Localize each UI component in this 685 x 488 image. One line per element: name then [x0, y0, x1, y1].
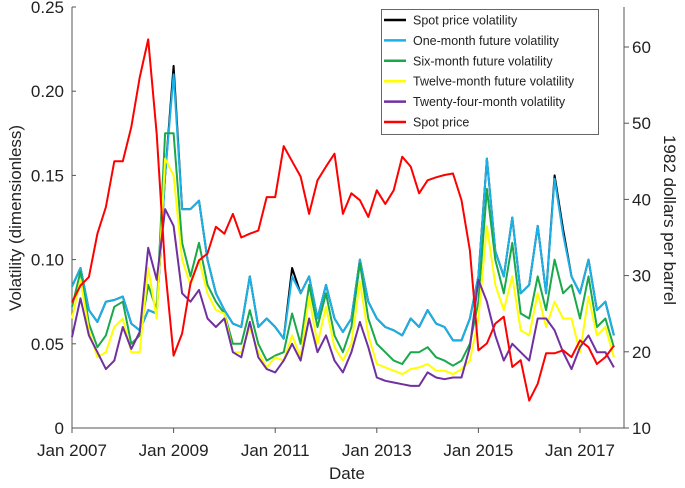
legend-label: Spot price: [413, 116, 469, 130]
y-right-tick-label: 20: [632, 343, 651, 362]
y-tick-label: 0.20: [31, 82, 64, 101]
y-tick-label: 0.25: [31, 0, 64, 17]
y-tick-label: 0.05: [31, 335, 64, 354]
series-lines: [71, 38, 615, 402]
legend-label: Spot price volatility: [413, 14, 518, 28]
x-tick-label: Jan 2009: [139, 441, 209, 460]
y-axis-label: Volatility (dimensionless): [6, 125, 25, 311]
x-tick-label: Jan 2011: [241, 441, 310, 460]
series-line-5: [71, 38, 615, 402]
y-axis-label-right: 1982 dollars per barrel: [660, 135, 679, 305]
legend-box: [381, 9, 599, 135]
series-line-2: [71, 132, 615, 367]
legend: Spot price volatility One-month future vo…: [381, 9, 599, 135]
y-right-tick-label: 60: [632, 38, 651, 57]
y-tick-label: 0.15: [31, 166, 64, 185]
y-right-tick-label: 50: [632, 114, 651, 133]
y-right-tick-label: 40: [632, 190, 651, 209]
x-axis-label: Date: [329, 464, 365, 483]
legend-label: One-month future volatility: [413, 34, 560, 48]
axes: 0 0.05 0.10 0.15 0.20 0.25 10 20 30 40 50 60 Jan 200…: [31, 0, 651, 460]
y-right-tick-label: 30: [632, 267, 651, 286]
legend-label: Twelve-month future volatility: [413, 75, 575, 89]
x-tick-label: Jan 2015: [443, 441, 513, 460]
y-tick-label: 0: [55, 419, 64, 438]
legend-label: Six-month future volatility: [413, 54, 553, 68]
y-right-tick-label: 10: [632, 419, 651, 438]
legend-label: Twenty-four-month volatility: [413, 95, 566, 109]
x-tick-label: Jan 2007: [37, 441, 107, 460]
y-tick-label: 0.10: [31, 251, 64, 270]
x-tick-label: Jan 2017: [545, 441, 615, 460]
x-tick-label: Jan 2013: [342, 441, 412, 460]
